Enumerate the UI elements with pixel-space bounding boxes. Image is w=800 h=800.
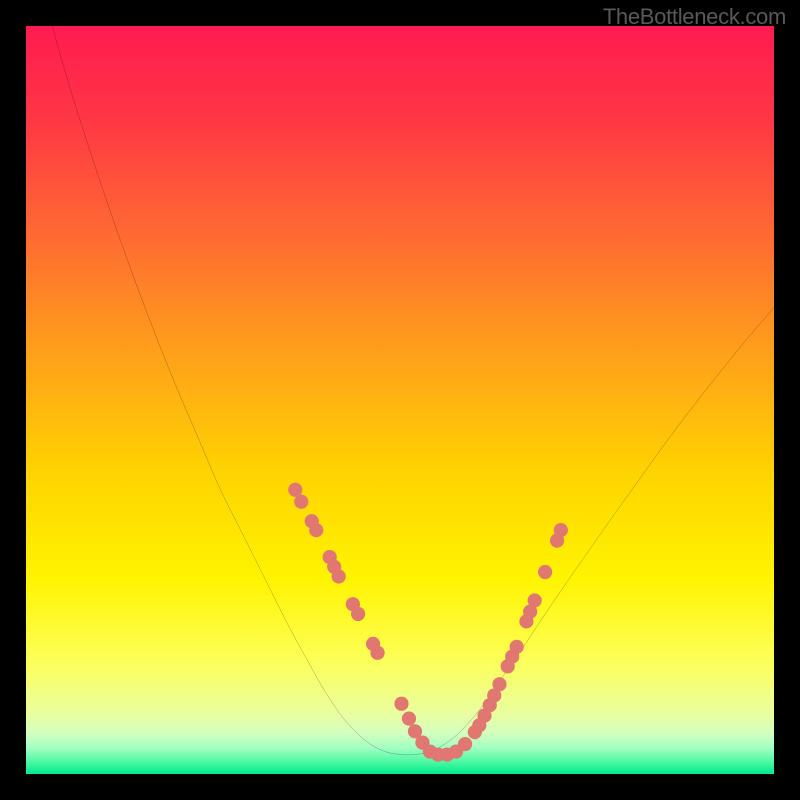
data-marker — [528, 593, 542, 607]
data-marker — [402, 712, 416, 726]
data-marker — [492, 677, 506, 691]
data-marker — [370, 646, 384, 660]
gradient-background — [26, 26, 774, 774]
data-marker — [458, 737, 472, 751]
bottleneck-chart — [26, 26, 774, 774]
data-marker — [351, 607, 365, 621]
watermark-text: TheBottleneck.com — [603, 4, 786, 30]
data-marker — [309, 523, 323, 537]
data-marker — [510, 640, 524, 654]
data-marker — [294, 495, 308, 509]
data-marker — [394, 697, 408, 711]
data-marker — [332, 569, 346, 583]
data-marker — [554, 523, 568, 537]
data-marker — [538, 565, 552, 579]
